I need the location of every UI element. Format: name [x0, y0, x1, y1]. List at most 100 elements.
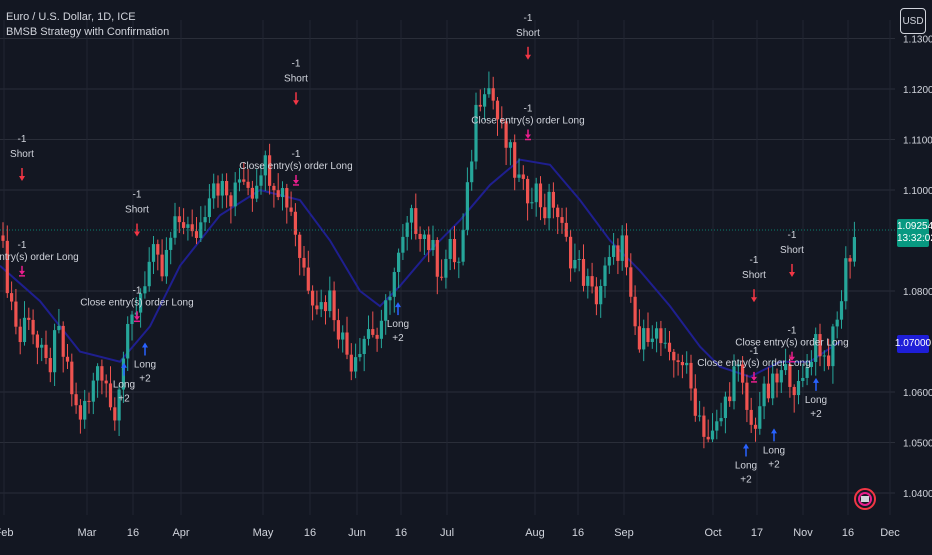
- candle: [753, 417, 758, 442]
- candle-body: [452, 238, 457, 263]
- candle-body: [491, 88, 495, 101]
- signal-short[interactable]: -1 Short: [10, 134, 34, 181]
- candle-body: [315, 305, 319, 310]
- candle: [160, 239, 164, 282]
- candle: [401, 223, 405, 261]
- candle: [448, 229, 452, 271]
- signal-long[interactable]: Long +2: [387, 302, 409, 344]
- candle: [169, 231, 173, 265]
- signal-qty: -1: [524, 13, 533, 24]
- candle: [375, 327, 379, 352]
- candle-body: [581, 259, 586, 286]
- candle: [203, 205, 207, 231]
- candle: [526, 175, 530, 221]
- signal-long[interactable]: Long +2: [805, 377, 827, 420]
- candle-body: [517, 174, 521, 178]
- signal-long[interactable]: Long +2: [735, 443, 757, 486]
- short-arrow-head-icon: [751, 297, 757, 303]
- signal-long[interactable]: Long +2: [763, 428, 785, 470]
- signal-short[interactable]: -1 Short: [125, 190, 149, 237]
- candle-body: [444, 258, 448, 278]
- candle-body: [341, 332, 345, 340]
- candle: [650, 325, 654, 349]
- candle-body: [766, 383, 770, 399]
- candle: [719, 402, 723, 427]
- candle: [40, 338, 44, 362]
- candle: [590, 262, 594, 294]
- candle-body: [126, 323, 130, 359]
- candle: [680, 354, 684, 379]
- candle: [349, 343, 353, 381]
- signal-short[interactable]: -1 Short: [780, 230, 804, 277]
- candle: [108, 366, 113, 411]
- signal-long[interactable]: Long +2: [113, 362, 135, 405]
- candle-body: [117, 389, 121, 421]
- candle: [379, 309, 383, 349]
- candle-body: [44, 344, 48, 359]
- signal-short[interactable]: -1 Short: [516, 13, 540, 60]
- candle: [659, 320, 663, 356]
- candle: [164, 237, 168, 284]
- candle: [452, 225, 457, 270]
- replay-icon[interactable]: [852, 486, 878, 512]
- candle-body: [409, 208, 414, 223]
- candle-body: [839, 301, 844, 320]
- candle: [431, 225, 435, 256]
- candle: [607, 245, 611, 274]
- signal-qty: -1: [524, 104, 533, 115]
- candle: [354, 343, 358, 379]
- signal-short[interactable]: -1 Short: [284, 58, 308, 106]
- candle: [551, 182, 555, 219]
- close-marker-head-icon: [293, 179, 299, 184]
- candle-body: [392, 272, 396, 297]
- candle-body: [401, 236, 405, 253]
- candle: [612, 232, 616, 265]
- candle-body: [83, 400, 87, 420]
- candle: [465, 167, 469, 236]
- signal-label: Long: [387, 319, 409, 330]
- short-arrow-head-icon: [19, 176, 25, 181]
- candle-body: [14, 301, 18, 327]
- currency-button[interactable]: USD: [900, 8, 926, 34]
- candle: [792, 384, 796, 413]
- signal-qty: -1: [750, 255, 759, 266]
- candle: [616, 238, 620, 275]
- signal-long[interactable]: Long +2: [134, 342, 156, 385]
- candle-body: [487, 88, 491, 95]
- candle-body: [164, 249, 168, 277]
- signal-label: Long: [763, 445, 785, 456]
- candle: [491, 76, 495, 110]
- signal-qty: -1: [133, 190, 142, 201]
- candle-body: [504, 121, 508, 148]
- candle-body: [1, 235, 5, 241]
- candle: [667, 330, 672, 361]
- candle-body: [448, 238, 452, 259]
- signal-qty: -1: [133, 285, 142, 296]
- bmsb-band-line: [0, 158, 841, 378]
- candle: [311, 285, 315, 321]
- signal-label: Close entry(s) order Long: [239, 161, 352, 172]
- indicator-title[interactable]: BMSB Strategy with Confirmation: [6, 26, 170, 38]
- candle-body: [237, 179, 242, 183]
- signal-short[interactable]: -1 Short: [742, 255, 766, 303]
- signal-qty: -1: [292, 58, 301, 69]
- grid: [0, 20, 895, 515]
- price-tick-label: 1.11000: [903, 136, 932, 147]
- signal-label: Short: [516, 28, 540, 39]
- candle: [577, 250, 581, 272]
- time-tick-label: Mar: [78, 527, 97, 539]
- candle-body: [551, 191, 555, 208]
- candle: [293, 203, 297, 247]
- candle-body: [844, 258, 848, 302]
- candle: [728, 382, 732, 407]
- candle-body: [100, 366, 104, 381]
